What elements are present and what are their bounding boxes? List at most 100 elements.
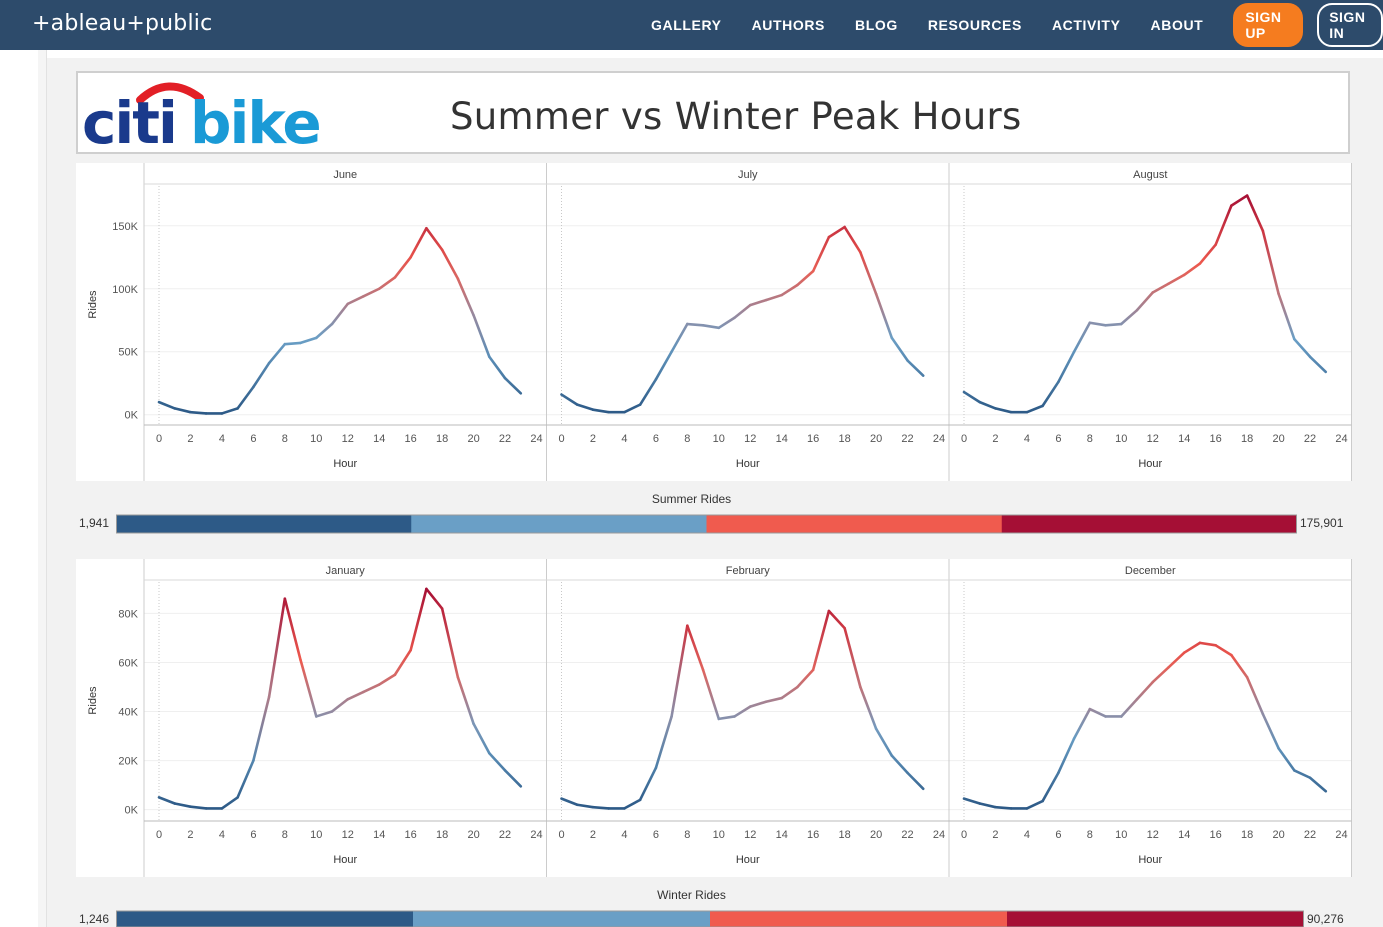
- summer-line-segment[interactable]: [1072, 321, 1092, 354]
- summer-line-segment[interactable]: [1167, 273, 1186, 286]
- winter-line-segment[interactable]: [220, 796, 239, 810]
- winter-line-segment[interactable]: [440, 607, 460, 679]
- winter-line-segment[interactable]: [764, 696, 784, 704]
- summer-line-segment[interactable]: [874, 292, 894, 340]
- winter-line-segment[interactable]: [717, 715, 736, 721]
- winter-line-segment[interactable]: [686, 624, 705, 672]
- winter-line-segment[interactable]: [252, 695, 271, 762]
- summer-line-segment[interactable]: [1277, 292, 1296, 341]
- winter-line-segment[interactable]: [591, 805, 610, 810]
- winter-line-segment[interactable]: [1088, 707, 1107, 718]
- summer-line-segment[interactable]: [488, 355, 507, 380]
- winter-line-segment[interactable]: [1072, 707, 1092, 740]
- winter-line-segment[interactable]: [890, 754, 909, 775]
- summer-line-segment[interactable]: [1308, 355, 1328, 374]
- winter-line-segment[interactable]: [560, 797, 579, 807]
- summer-line-segment[interactable]: [748, 298, 768, 307]
- summer-line-segment[interactable]: [377, 276, 397, 291]
- winter-series-january[interactable]: [157, 587, 523, 810]
- summer-line-segment[interactable]: [1151, 282, 1170, 294]
- winter-line-segment[interactable]: [701, 668, 721, 721]
- summer-line-segment[interactable]: [906, 359, 925, 377]
- summer-line-segment[interactable]: [654, 350, 673, 381]
- winter-line-segment[interactable]: [638, 766, 658, 802]
- winter-line-segment[interactable]: [978, 802, 997, 809]
- winter-series-february[interactable]: [560, 609, 925, 810]
- summer-line-segment[interactable]: [811, 235, 831, 273]
- nav-resources[interactable]: RESOURCES: [927, 17, 1022, 33]
- summer-line-segment[interactable]: [189, 410, 208, 415]
- winter-line-segment[interactable]: [1230, 653, 1249, 679]
- summer-line-segment[interactable]: [1198, 243, 1217, 265]
- winter-line-segment[interactable]: [796, 668, 815, 689]
- summer-line-segment[interactable]: [314, 322, 334, 340]
- winter-line-segment[interactable]: [962, 797, 982, 805]
- summer-line-segment[interactable]: [1261, 229, 1280, 296]
- winter-line-segment[interactable]: [874, 727, 894, 757]
- summer-line-segment[interactable]: [994, 407, 1013, 414]
- summer-line-segment[interactable]: [962, 390, 982, 404]
- summer-line-segment[interactable]: [827, 225, 846, 239]
- summer-line-segment[interactable]: [638, 378, 658, 406]
- summer-line-segment[interactable]: [796, 269, 815, 287]
- winter-line-segment[interactable]: [843, 626, 862, 689]
- winter-line-segment[interactable]: [827, 609, 846, 630]
- summer-line-segment[interactable]: [1025, 404, 1044, 414]
- winter-line-segment[interactable]: [173, 802, 192, 808]
- summer-line-segment[interactable]: [560, 393, 579, 406]
- sign-in-button[interactable]: SIGN IN: [1317, 3, 1383, 47]
- summer-line-segment[interactable]: [409, 227, 428, 259]
- winter-line-segment[interactable]: [362, 683, 381, 694]
- summer-line-segment[interactable]: [1119, 308, 1139, 326]
- summer-line-segment[interactable]: [173, 407, 192, 414]
- summer-line-segment[interactable]: [1230, 194, 1249, 207]
- winter-line-segment[interactable]: [1214, 644, 1233, 657]
- nav-gallery[interactable]: GALLERY: [651, 17, 722, 33]
- winter-line-segment[interactable]: [780, 685, 799, 700]
- summer-line-segment[interactable]: [1104, 322, 1123, 327]
- summer-line-segment[interactable]: [717, 316, 736, 330]
- winter-line-segment[interactable]: [1119, 697, 1139, 718]
- nav-authors[interactable]: AUTHORS: [751, 17, 825, 33]
- winter-line-segment[interactable]: [670, 624, 689, 718]
- winter-line-segment[interactable]: [283, 597, 302, 662]
- tableau-public-logo[interactable]: +ableau+public: [32, 11, 213, 36]
- summer-line-segment[interactable]: [1057, 350, 1076, 384]
- nav-about[interactable]: ABOUT: [1150, 17, 1204, 33]
- winter-line-segment[interactable]: [1151, 666, 1170, 684]
- summer-line-segment[interactable]: [859, 250, 878, 296]
- winter-line-segment[interactable]: [1277, 747, 1296, 772]
- summer-line-segment[interactable]: [1214, 204, 1233, 246]
- summer-line-segment[interactable]: [701, 323, 721, 330]
- winter-line-segment[interactable]: [1041, 771, 1060, 803]
- winter-line-segment[interactable]: [575, 803, 595, 809]
- winter-line-segment[interactable]: [425, 587, 444, 610]
- winter-line-segment[interactable]: [733, 705, 752, 718]
- summer-line-segment[interactable]: [393, 255, 412, 279]
- summer-line-segment[interactable]: [575, 403, 595, 411]
- summer-line-segment[interactable]: [623, 403, 642, 414]
- summer-line-segment[interactable]: [843, 225, 862, 254]
- summer-line-segment[interactable]: [1293, 337, 1312, 359]
- winter-line-segment[interactable]: [346, 690, 365, 701]
- winter-line-segment[interactable]: [1025, 799, 1044, 810]
- winter-line-segment[interactable]: [456, 675, 475, 726]
- summer-line-segment[interactable]: [299, 336, 318, 345]
- summer-series-june[interactable]: [157, 227, 523, 415]
- summer-line-segment[interactable]: [670, 322, 689, 354]
- winter-line-segment[interactable]: [1261, 712, 1280, 750]
- winter-line-segment[interactable]: [189, 805, 208, 810]
- sign-up-button[interactable]: SIGN UP: [1233, 3, 1304, 47]
- summer-series-august[interactable]: [962, 194, 1328, 414]
- summer-line-segment[interactable]: [1135, 291, 1155, 312]
- winter-line-segment[interactable]: [994, 805, 1013, 810]
- winter-line-segment[interactable]: [811, 609, 831, 672]
- summer-line-segment[interactable]: [1245, 194, 1265, 233]
- summer-line-segment[interactable]: [252, 361, 271, 389]
- winter-line-segment[interactable]: [1167, 651, 1186, 669]
- summer-line-segment[interactable]: [157, 400, 177, 410]
- nav-activity[interactable]: ACTIVITY: [1051, 17, 1121, 33]
- winter-line-segment[interactable]: [748, 700, 768, 708]
- winter-line-segment[interactable]: [236, 759, 255, 799]
- summer-line-segment[interactable]: [1182, 262, 1202, 277]
